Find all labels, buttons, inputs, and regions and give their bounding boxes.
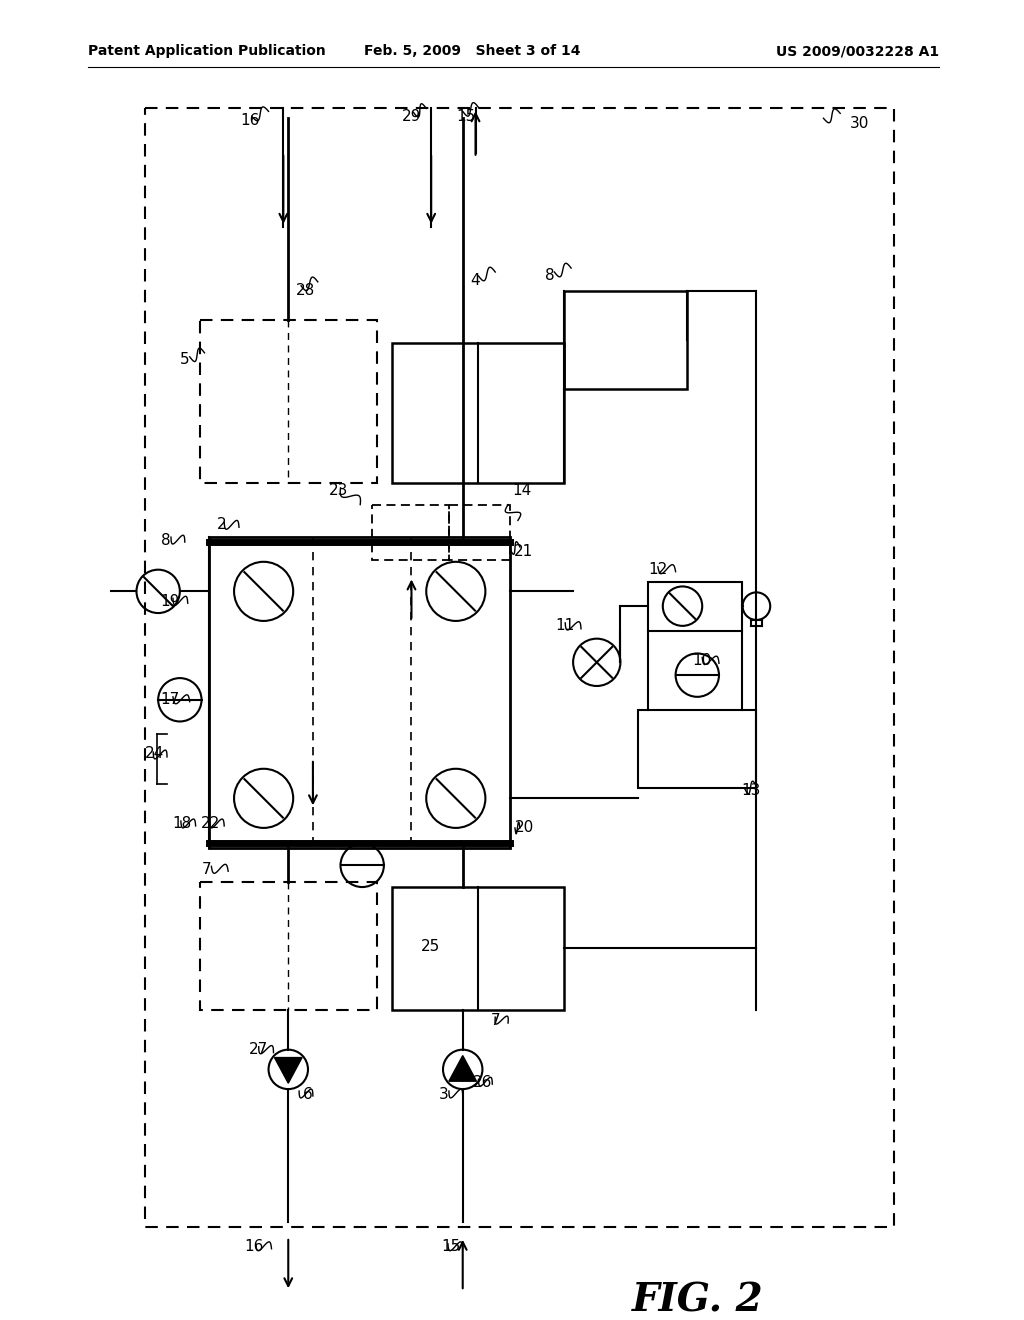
Bar <box>392 887 564 1010</box>
Text: 27: 27 <box>249 1043 268 1057</box>
Text: 28: 28 <box>296 284 315 298</box>
Text: 12: 12 <box>648 562 668 577</box>
Text: Feb. 5, 2009   Sheet 3 of 14: Feb. 5, 2009 Sheet 3 of 14 <box>365 45 581 58</box>
Text: 16: 16 <box>240 112 259 128</box>
Text: 15: 15 <box>456 108 475 124</box>
Text: 7: 7 <box>490 1012 500 1027</box>
Text: 19: 19 <box>160 594 179 609</box>
Bar <box>372 504 449 560</box>
Polygon shape <box>449 1056 476 1081</box>
Text: 16: 16 <box>244 1239 263 1254</box>
Bar <box>200 882 377 1010</box>
Text: US 2009/0032228 A1: US 2009/0032228 A1 <box>775 45 939 58</box>
Text: 23: 23 <box>329 483 348 499</box>
Text: 17: 17 <box>160 692 179 708</box>
Text: 29: 29 <box>401 108 421 124</box>
Bar <box>449 504 510 560</box>
Text: 22: 22 <box>201 817 220 832</box>
Text: 6: 6 <box>303 1086 312 1101</box>
Text: FIG. 2: FIG. 2 <box>632 1282 763 1320</box>
Text: 14: 14 <box>512 483 531 499</box>
Text: 8: 8 <box>161 532 171 548</box>
Text: 4: 4 <box>471 273 480 288</box>
Text: 10: 10 <box>692 653 712 668</box>
Text: 5: 5 <box>180 352 189 367</box>
Bar <box>210 537 510 847</box>
Text: 26: 26 <box>472 1074 492 1090</box>
Polygon shape <box>274 1057 302 1084</box>
Text: 3: 3 <box>439 1086 449 1101</box>
Text: 30: 30 <box>850 116 869 131</box>
Text: 8: 8 <box>545 268 554 284</box>
Bar <box>200 321 377 483</box>
Text: Patent Application Publication: Patent Application Publication <box>88 45 326 58</box>
Text: 15: 15 <box>441 1239 460 1254</box>
Text: 18: 18 <box>172 817 191 832</box>
Text: 7: 7 <box>202 862 211 876</box>
Bar <box>638 710 757 788</box>
Text: 13: 13 <box>741 783 761 799</box>
Text: 11: 11 <box>555 618 574 634</box>
Text: 25: 25 <box>421 939 440 953</box>
Bar <box>648 582 741 631</box>
Bar <box>564 290 687 389</box>
Text: 24: 24 <box>145 747 165 762</box>
Bar <box>392 343 564 483</box>
Text: 21: 21 <box>514 544 534 560</box>
Bar <box>145 108 894 1228</box>
Text: 2: 2 <box>217 517 227 532</box>
Text: 20: 20 <box>515 821 535 836</box>
